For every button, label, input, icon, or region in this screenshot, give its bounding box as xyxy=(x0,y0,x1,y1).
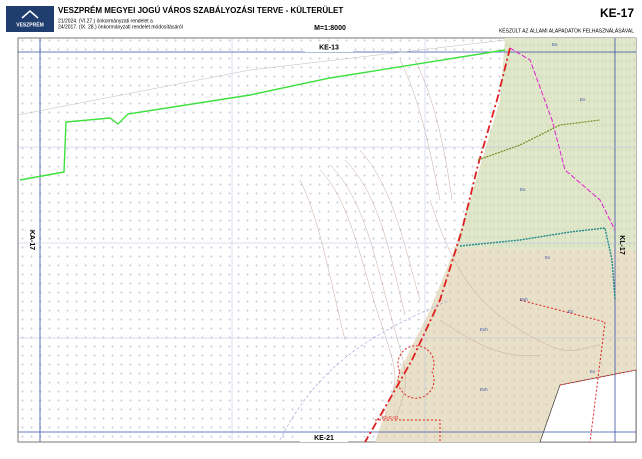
decree-line: 21/2024. (VI.27.) önkormányzati rendelet… xyxy=(58,18,153,24)
zone-label: Ev xyxy=(520,187,526,192)
administrative-boundary xyxy=(364,47,511,443)
decree-line: 24/2017. (IX. 28.) önkormányzati rendele… xyxy=(58,24,183,30)
zone-boundary xyxy=(477,119,601,161)
zone-label: Evh xyxy=(480,387,488,392)
neighbor-sheet-label: KA-17 xyxy=(28,230,35,250)
zone-label: Evh xyxy=(520,297,528,302)
road xyxy=(17,39,506,116)
source-note: KÉSZÜLT AZ ÁLLAMI ALAPADATOK FELHASZNÁLÁ… xyxy=(499,27,634,34)
parcel xyxy=(539,369,637,443)
map-area: Ev Ev Ev Ev Evh Ev Evh Evh Kb-E-01 Ev KE… xyxy=(17,37,637,443)
neighbor-sheet-label: KE-21 xyxy=(314,435,334,442)
contour-lines xyxy=(299,59,601,421)
label-bg xyxy=(305,42,353,52)
zone-label: Ev xyxy=(568,309,574,314)
zone-label: Kb-E-01 xyxy=(382,415,399,420)
neighbor-sheets: KE-13 KE-21 KA-17 KL-17 xyxy=(28,42,625,442)
sheet-id: KE-17 xyxy=(600,6,634,20)
boundary-line xyxy=(19,49,506,181)
forest-zone xyxy=(455,38,636,250)
scale: M=1:8000 xyxy=(314,25,346,32)
zone-boundary xyxy=(509,47,616,231)
zone-label: Ev xyxy=(552,42,558,47)
path xyxy=(279,299,451,441)
grid xyxy=(18,38,636,442)
label-bg xyxy=(300,433,348,442)
logo-icon xyxy=(21,10,39,19)
zone-label: Evh xyxy=(480,327,488,332)
plan-title: VESZPRÉM MEGYEI JOGÚ VÁROS SZABÁLYOZÁSI … xyxy=(58,6,343,15)
neighbor-sheet-label: KL-17 xyxy=(618,235,625,255)
neighbor-sheet-label: KE-13 xyxy=(319,44,339,51)
zone-label: Ev xyxy=(580,97,586,102)
zone-label: Ev xyxy=(545,255,551,260)
parcel-boundaries xyxy=(375,299,637,443)
header: VESZPRÉM VESZPRÉM MEGYEI JOGÚ VÁROS SZAB… xyxy=(6,6,634,34)
zone-labels: Ev Ev Ev Ev Evh Ev Evh Evh Kb-E-01 Ev xyxy=(382,42,596,420)
logo-text: VESZPRÉM xyxy=(16,20,44,28)
zone-label: Ev xyxy=(590,369,596,374)
